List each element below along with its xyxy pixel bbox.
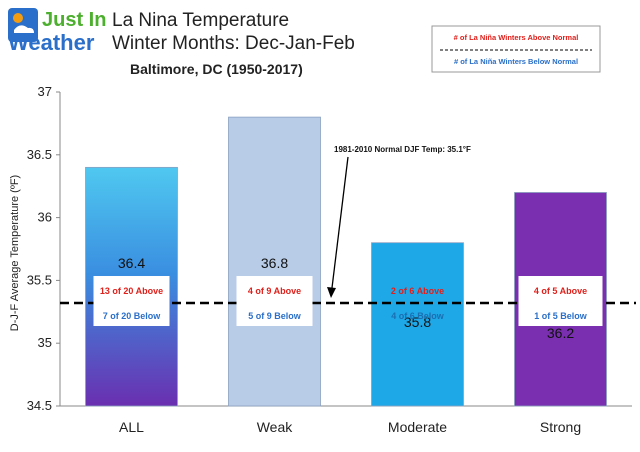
bar-value-label: 36.4: [118, 255, 145, 271]
count-box: [93, 276, 170, 327]
logo: Just In Weather: [8, 8, 106, 55]
x-tick-label: Strong: [540, 419, 581, 435]
above-count-label: 4 of 5 Above: [534, 286, 587, 296]
above-count-label: 4 of 9 Above: [248, 286, 301, 296]
bar-moderate: [371, 242, 464, 407]
y-tick-label: 36.5: [27, 147, 52, 162]
count-box: [236, 276, 313, 327]
cloud-icon: [14, 25, 34, 33]
x-tick-labels: ALL Weak Moderate Strong: [119, 419, 581, 435]
below-count-label: 5 of 9 Below: [248, 311, 302, 321]
logo-text-line2: Weather: [8, 30, 95, 55]
below-count-label: 4 of 6 Below: [391, 311, 445, 321]
bar-value-label: 35.8: [404, 314, 431, 330]
y-tick-label: 35: [38, 335, 52, 350]
x-tick-label: ALL: [119, 419, 144, 435]
chart-title-line1: La Nina Temperature: [112, 10, 289, 31]
legend-box: # of La Niña Winters Above Normal # of L…: [431, 25, 601, 73]
bar-value-label: 36.2: [547, 325, 574, 341]
chart-subtitle: Baltimore, DC (1950-2017): [130, 61, 303, 77]
legend-above-label: # of La Niña Winters Above Normal: [454, 33, 579, 42]
below-count-label: 7 of 20 Below: [103, 311, 162, 321]
bars: 36.4 36.8 35.8 36.2: [85, 116, 607, 407]
count-boxes: 13 of 20 Above 7 of 20 Below 4 of 9 Above 5…: [93, 276, 603, 327]
bar-value-label: 36.8: [261, 255, 288, 271]
legend-below-label: # of La Niña Winters Below Normal: [454, 57, 578, 66]
x-tick-label: Moderate: [388, 419, 447, 435]
arrow-head-icon: [327, 287, 336, 299]
y-tick-label: 37: [38, 84, 52, 99]
y-tick-label: 35.5: [27, 272, 52, 287]
y-tick-label: 36: [38, 210, 52, 225]
bar-weak: [228, 116, 321, 407]
sun-icon: [13, 13, 23, 23]
normal-temp-annotation: 1981-2010 Normal DJF Temp: 35.1°F: [334, 145, 471, 154]
y-tick-label: 34.5: [27, 398, 52, 413]
below-count-label: 1 of 5 Below: [534, 311, 588, 321]
x-tick-label: Weak: [257, 419, 294, 435]
above-count-label: 2 of 6 Above: [391, 286, 444, 296]
y-ticks: 34.5 35 35.5 36 36.5 37: [27, 84, 60, 413]
y-axis-label: D-J-F Average Temperature (ºF): [9, 175, 21, 331]
annotation-arrow: [330, 156, 349, 297]
chart-title-line2: Winter Months: Dec-Jan-Feb: [112, 33, 355, 54]
count-box: [518, 276, 603, 327]
logo-text-line1: Just In: [42, 9, 106, 31]
above-count-label: 13 of 20 Above: [100, 286, 163, 296]
